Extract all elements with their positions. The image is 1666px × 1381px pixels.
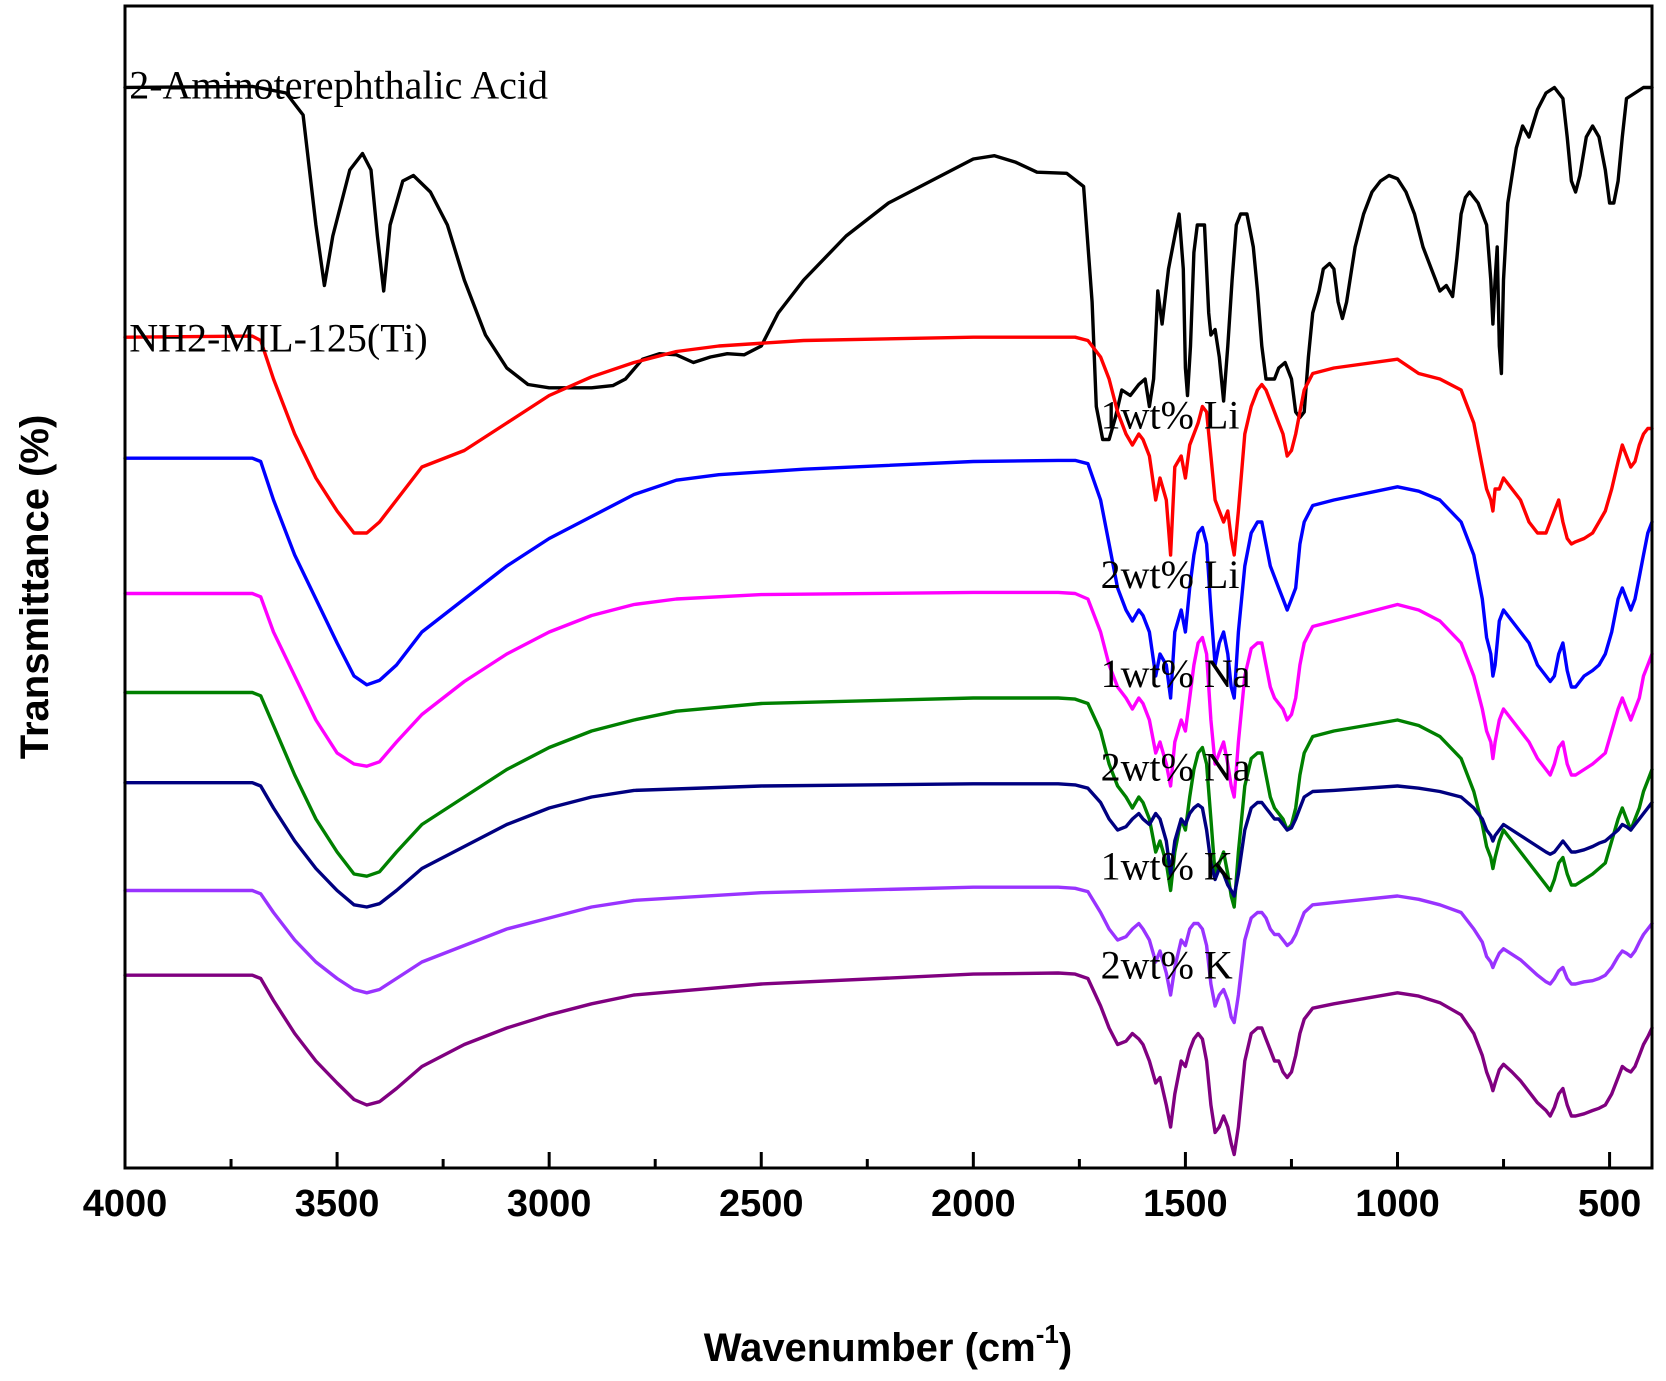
x-axis-title-main: Wavenumber (cm bbox=[704, 1326, 1036, 1370]
x-axis-ticks: 4000 3500 3000 2500 2000 1500 1000 500 bbox=[83, 1152, 1641, 1225]
x-tick-label-0: 4000 bbox=[83, 1183, 168, 1225]
series-line-2 bbox=[123, 456, 1654, 700]
series-line-0 bbox=[123, 84, 1654, 442]
series-label-0: 2-Aminoterephthalic Acid bbox=[129, 63, 548, 108]
series-line-4 bbox=[123, 690, 1654, 909]
series-label-3: 2wt% Li bbox=[1101, 552, 1240, 597]
x-tick-label-7: 500 bbox=[1578, 1183, 1641, 1225]
series-label-2: 1wt% Li bbox=[1101, 393, 1240, 438]
series-line-1 bbox=[123, 334, 1654, 557]
plot-frame bbox=[123, 4, 1654, 1170]
x-axis-title-close: ) bbox=[1059, 1326, 1072, 1370]
series-line-7 bbox=[123, 971, 1654, 1157]
x-tick-label-6: 1000 bbox=[1355, 1183, 1440, 1225]
y-axis-title: Transmittance (%) bbox=[13, 415, 57, 760]
series-line-3 bbox=[123, 590, 1654, 799]
x-tick-label-4: 2000 bbox=[931, 1183, 1016, 1225]
series-labels: 2-Aminoterephthalic Acid NH2-MIL-125(Ti) 1… bbox=[129, 63, 1251, 988]
x-tick-label-1: 3500 bbox=[295, 1183, 380, 1225]
series-line-5 bbox=[123, 781, 1654, 909]
x-tick-label-3: 2500 bbox=[719, 1183, 804, 1225]
x-axis-title-superscript: -1 bbox=[1036, 1319, 1059, 1349]
series-label-6: 1wt% K bbox=[1101, 844, 1233, 889]
series-line-6 bbox=[123, 885, 1654, 1025]
series-layer bbox=[123, 84, 1654, 1157]
x-tick-label-5: 1500 bbox=[1143, 1183, 1228, 1225]
x-tick-label-2: 3000 bbox=[507, 1183, 592, 1225]
series-label-5: 2wt% Na bbox=[1101, 745, 1251, 790]
x-axis-title: Wavenumber (cm-1) bbox=[704, 1319, 1072, 1370]
series-label-7: 2wt% K bbox=[1101, 943, 1233, 988]
series-label-1: NH2-MIL-125(Ti) bbox=[129, 316, 428, 361]
plot-area: 2-Aminoterephthalic Acid NH2-MIL-125(Ti) 1… bbox=[83, 4, 1654, 1225]
series-label-4: 1wt% Na bbox=[1101, 651, 1251, 696]
